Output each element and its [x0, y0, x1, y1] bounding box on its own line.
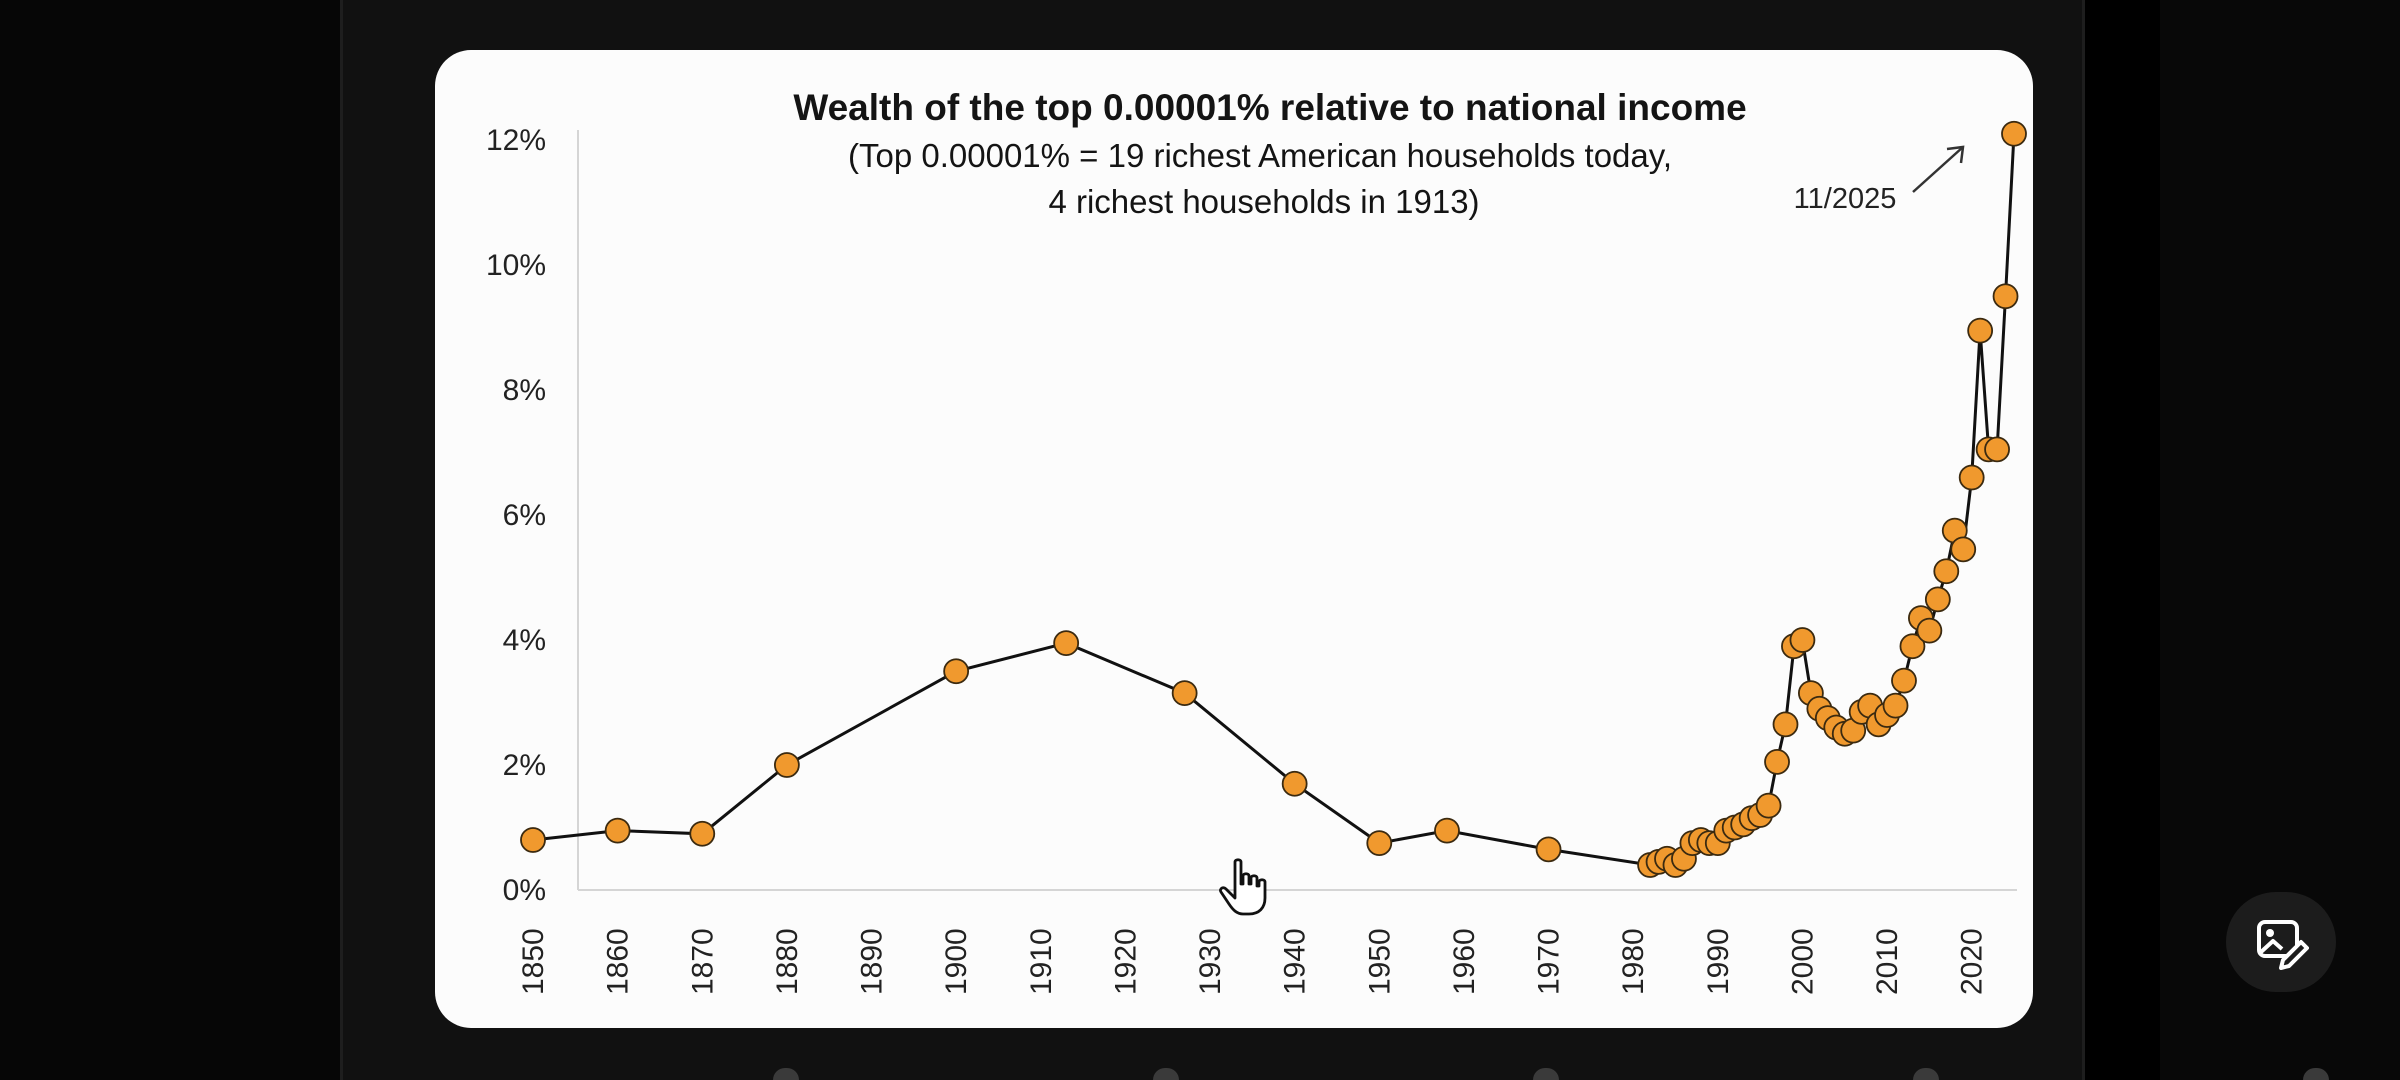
x-tick-label: 1930 — [1194, 928, 1227, 995]
image-edit-icon — [2257, 920, 2309, 970]
x-tick-label: 1900 — [940, 928, 973, 995]
data-point — [1366, 830, 1393, 857]
data-point — [1984, 436, 2010, 463]
right-background — [2085, 0, 2160, 1080]
x-tick-label: 1890 — [856, 928, 889, 995]
x-tick-label: 2010 — [1871, 928, 1904, 995]
y-tick-label: 0% — [503, 874, 546, 907]
hand-pointer-icon — [1219, 858, 1267, 916]
y-tick-label: 2% — [503, 749, 546, 782]
x-tick-label: 1910 — [1025, 928, 1058, 995]
x-tick-label: 1880 — [771, 928, 804, 995]
chart-subtitle-line-2: 4 richest households in 1913) — [1048, 183, 1479, 220]
post-column: Wealth of the top 0.00001% relative to n… — [340, 0, 2336, 1080]
chart-subtitle-line-1: (Top 0.00001% = 19 richest American hous… — [848, 137, 1672, 174]
data-point — [1535, 836, 1562, 863]
y-tick-label: 6% — [503, 499, 546, 532]
y-tick-label: 4% — [503, 624, 546, 657]
data-point — [1891, 667, 1917, 694]
data-point — [1882, 692, 1909, 719]
series-line — [532, 133, 2016, 867]
data-point — [2001, 120, 2027, 147]
data-point — [1924, 586, 1951, 613]
data-point — [1789, 627, 1816, 653]
data-point — [1950, 536, 1977, 563]
annotation-arrow-line — [1912, 146, 1964, 193]
chart-image[interactable]: Wealth of the top 0.00001% relative to n… — [435, 50, 2033, 1028]
x-axis-ticks: 1850 1860 1870 1880 1890 1900 1910 1920 1930 1940… — [517, 928, 1989, 995]
x-tick-label: 1920 — [1109, 928, 1142, 995]
edit-image-button[interactable] — [2226, 892, 2336, 992]
data-point — [1772, 711, 1799, 738]
data-point — [1916, 617, 1943, 644]
chart-title: Wealth of the top 0.00001% relative to n… — [793, 87, 1746, 128]
annotation-label: 11/2025 — [1794, 183, 1897, 215]
data-point — [604, 817, 631, 844]
x-tick-label: 1980 — [1617, 928, 1650, 995]
data-point — [1899, 633, 1926, 660]
data-point — [1434, 817, 1460, 844]
post-text-cutoff — [383, 0, 1983, 8]
x-tick-label: 2000 — [1786, 928, 1819, 995]
x-tick-label: 1960 — [1448, 928, 1481, 995]
data-point — [1053, 630, 1080, 657]
data-point — [1933, 558, 1960, 585]
data-point — [1755, 792, 1782, 819]
series-points — [520, 120, 2027, 878]
data-point — [1967, 317, 1994, 344]
x-tick-label: 1970 — [1533, 928, 1566, 995]
data-point — [1958, 464, 1985, 491]
y-axis-ticks: 0% 2% 4% 6% 8% 10% 12% — [486, 124, 546, 907]
y-tick-label: 8% — [503, 374, 546, 407]
data-point — [1171, 680, 1198, 707]
data-point — [520, 827, 546, 853]
data-point — [1281, 770, 1308, 797]
x-tick-label: 1870 — [686, 928, 719, 995]
x-tick-label: 1990 — [1702, 928, 1735, 995]
x-tick-label: 1950 — [1363, 928, 1396, 995]
x-tick-label: 2020 — [1956, 928, 1989, 995]
left-background — [0, 0, 340, 1080]
chart-svg: Wealth of the top 0.00001% relative to n… — [486, 87, 2027, 995]
data-point — [1992, 283, 2019, 310]
y-tick-label: 10% — [486, 249, 546, 282]
x-tick-label: 1850 — [517, 928, 550, 995]
x-tick-label: 1940 — [1279, 928, 1312, 995]
annotation-arrow-head — [1946, 145, 1965, 164]
data-point — [1764, 748, 1790, 775]
data-point — [689, 820, 716, 847]
post-action-bar — [773, 1068, 2373, 1080]
y-tick-label: 12% — [486, 124, 546, 157]
data-point — [943, 658, 970, 685]
data-point — [773, 752, 800, 778]
x-tick-label: 1860 — [602, 928, 635, 995]
